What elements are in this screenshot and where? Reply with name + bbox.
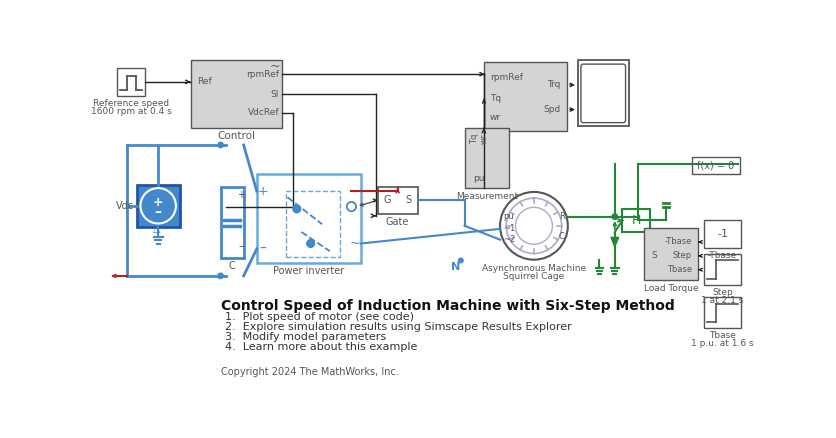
Text: –: – bbox=[238, 241, 244, 251]
Text: ~: ~ bbox=[270, 60, 281, 73]
Bar bbox=[704, 254, 741, 285]
Text: C: C bbox=[558, 232, 565, 241]
Text: G: G bbox=[383, 195, 390, 205]
Text: Tbase: Tbase bbox=[666, 265, 691, 274]
Text: SI: SI bbox=[271, 90, 279, 99]
Bar bbox=[484, 62, 567, 131]
Text: Squirrel Cage: Squirrel Cage bbox=[503, 272, 564, 281]
Bar bbox=[137, 185, 180, 227]
Text: +: + bbox=[257, 185, 268, 198]
Text: Reference speed: Reference speed bbox=[93, 99, 170, 108]
Text: 1 p.u. at 1.6 s: 1 p.u. at 1.6 s bbox=[691, 339, 754, 348]
Bar bbox=[704, 297, 741, 328]
Bar bbox=[378, 187, 418, 214]
Text: –: – bbox=[259, 242, 267, 256]
Text: 2.  Explore simulation results using Simscape Results Explorer: 2. Explore simulation results using Sims… bbox=[225, 322, 572, 332]
Text: –: – bbox=[155, 205, 161, 219]
Text: Gate: Gate bbox=[386, 217, 410, 227]
Text: +: + bbox=[153, 196, 164, 209]
Polygon shape bbox=[611, 237, 619, 247]
Text: 1.  Plot speed of motor (see code): 1. Plot speed of motor (see code) bbox=[225, 312, 414, 322]
Text: S: S bbox=[652, 251, 657, 260]
Circle shape bbox=[218, 273, 223, 279]
Text: Power inverter: Power inverter bbox=[273, 266, 344, 276]
Text: Tbase: Tbase bbox=[709, 332, 736, 340]
Text: -Tbase: -Tbase bbox=[708, 251, 737, 260]
Text: ~2: ~2 bbox=[503, 235, 515, 244]
Text: Trq: Trq bbox=[548, 81, 561, 89]
Bar bbox=[704, 220, 741, 248]
FancyBboxPatch shape bbox=[581, 64, 625, 123]
Text: 3.  Modify model parameters: 3. Modify model parameters bbox=[225, 332, 386, 342]
Text: -1: -1 bbox=[717, 229, 728, 239]
Text: Control Speed of Induction Machine with Six-Step Method: Control Speed of Induction Machine with … bbox=[221, 299, 675, 313]
Text: 4.  Learn more about this example: 4. Learn more about this example bbox=[225, 342, 417, 352]
Text: △: △ bbox=[153, 224, 161, 234]
Circle shape bbox=[458, 258, 463, 263]
Circle shape bbox=[140, 188, 176, 223]
Text: Vdc: Vdc bbox=[116, 201, 135, 211]
Text: Step: Step bbox=[712, 288, 733, 297]
Text: R: R bbox=[558, 212, 565, 221]
Bar bbox=[286, 191, 340, 257]
Bar bbox=[191, 60, 282, 128]
Text: rpmRef: rpmRef bbox=[490, 73, 523, 82]
Text: 1 at 2.1 s: 1 at 2.1 s bbox=[701, 296, 744, 305]
Text: 1600 rpm at 0.4 s: 1600 rpm at 0.4 s bbox=[91, 106, 171, 116]
Text: ~1: ~1 bbox=[503, 224, 515, 233]
Bar bbox=[117, 68, 145, 95]
Text: +: + bbox=[237, 190, 245, 200]
Text: H: H bbox=[632, 214, 641, 227]
Circle shape bbox=[612, 214, 618, 219]
Text: pu: pu bbox=[503, 212, 514, 221]
Circle shape bbox=[347, 202, 356, 211]
Text: Tq: Tq bbox=[490, 94, 501, 103]
Bar bbox=[623, 209, 650, 232]
Bar bbox=[221, 187, 243, 258]
Bar bbox=[578, 60, 629, 127]
Text: N: N bbox=[451, 261, 460, 272]
Text: Measurement: Measurement bbox=[456, 192, 518, 201]
Text: VdcRef: VdcRef bbox=[247, 108, 279, 117]
Circle shape bbox=[500, 192, 568, 260]
Text: Copyright 2024 The MathWorks, Inc.: Copyright 2024 The MathWorks, Inc. bbox=[221, 367, 399, 377]
Text: Spd: Spd bbox=[543, 105, 561, 114]
Text: rpmRef: rpmRef bbox=[246, 70, 279, 78]
Circle shape bbox=[307, 240, 314, 247]
Text: S: S bbox=[405, 195, 411, 205]
Bar bbox=[257, 174, 360, 263]
Text: Tq: Tq bbox=[470, 134, 479, 144]
Text: ~: ~ bbox=[349, 237, 359, 250]
Bar bbox=[691, 157, 740, 174]
Text: Ref: Ref bbox=[197, 78, 212, 86]
Text: pu: pu bbox=[473, 174, 485, 184]
Text: Asynchronous Machine: Asynchronous Machine bbox=[482, 265, 586, 273]
Text: wr: wr bbox=[479, 134, 488, 144]
Text: Control: Control bbox=[217, 131, 256, 141]
Text: -Tbase: -Tbase bbox=[665, 237, 691, 247]
Text: Step: Step bbox=[673, 251, 691, 260]
Text: f(x) = 0: f(x) = 0 bbox=[697, 161, 734, 171]
Bar bbox=[466, 128, 508, 188]
Circle shape bbox=[218, 142, 223, 148]
Circle shape bbox=[293, 205, 301, 213]
Text: C: C bbox=[229, 261, 236, 271]
Bar bbox=[644, 228, 698, 280]
Text: wr: wr bbox=[490, 113, 501, 122]
Text: Load Torque: Load Torque bbox=[644, 284, 698, 293]
